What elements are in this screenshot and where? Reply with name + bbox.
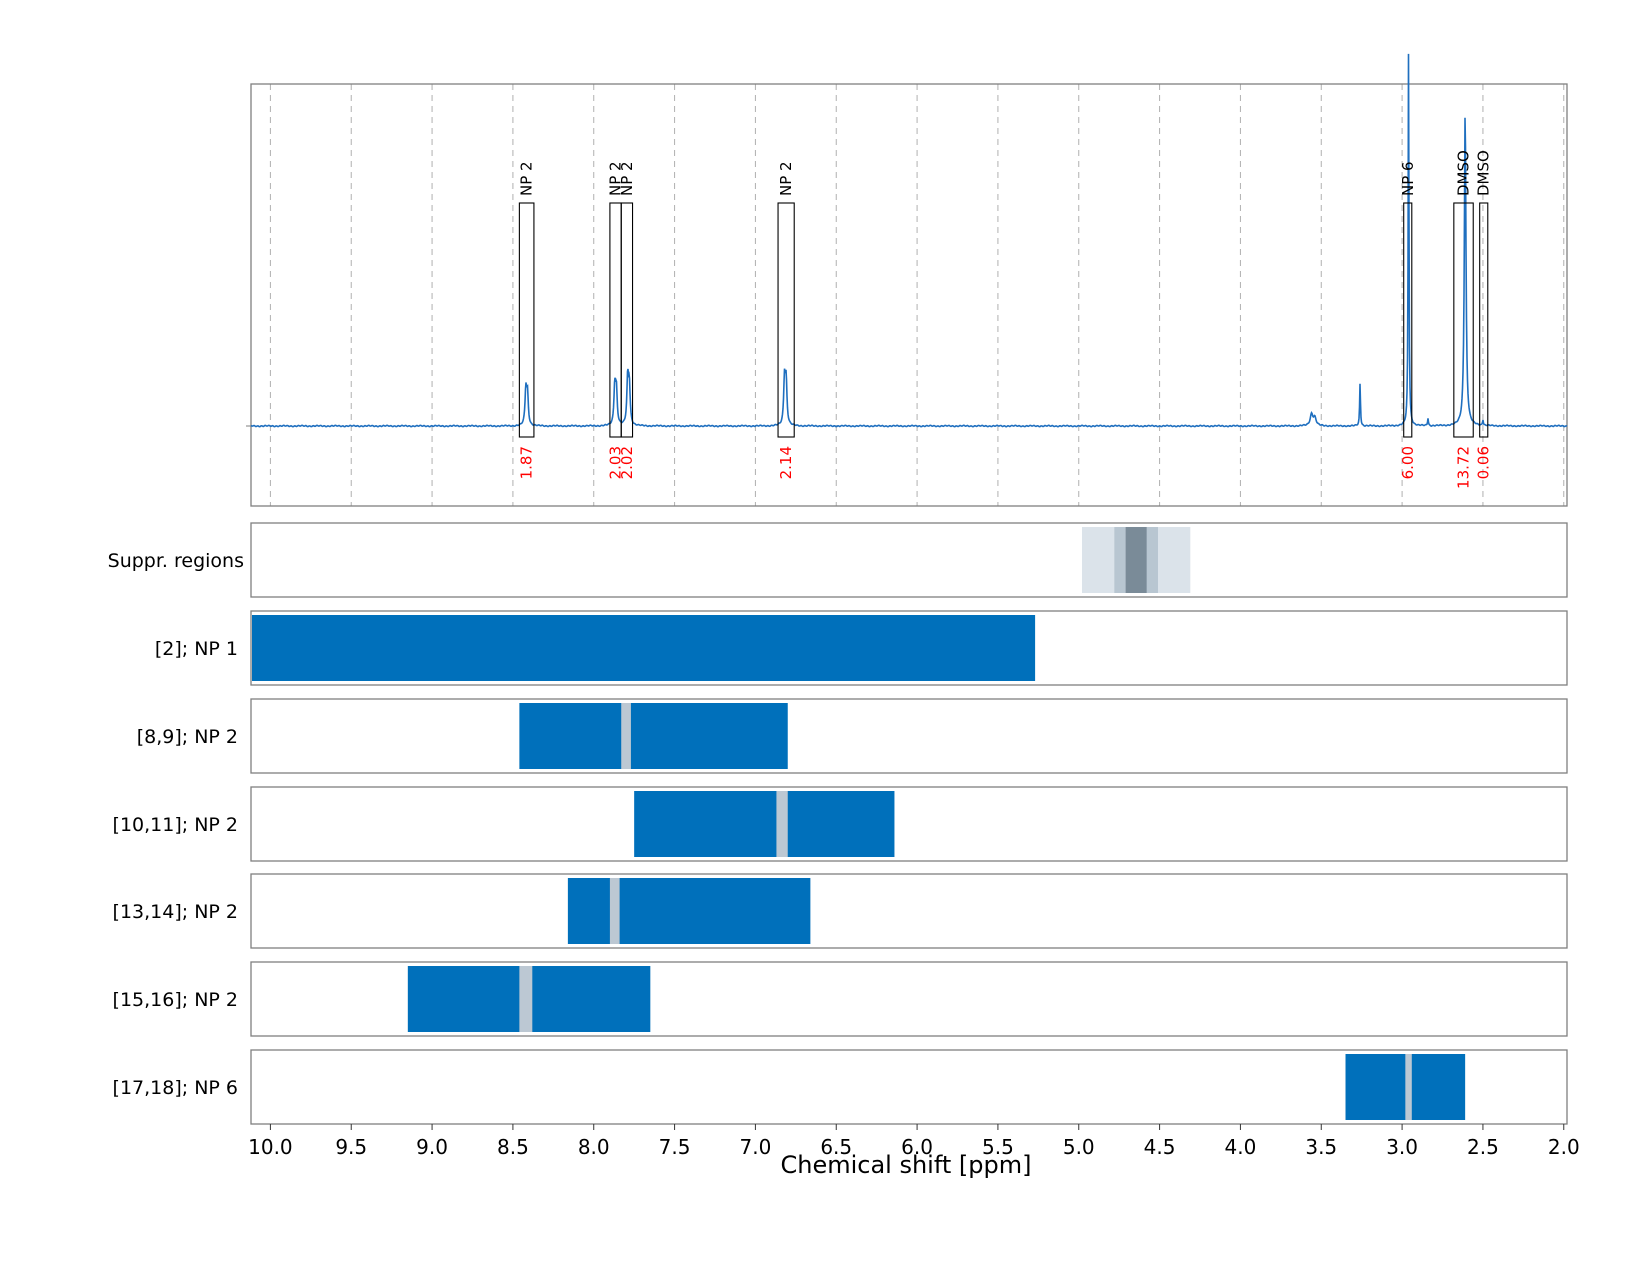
x-axis: 10.0 9.5 9.0 8.5 8.0 7.5 7.0 6.5 6.0 5.5 5.0 4.5 4.0… <box>248 1124 1580 1159</box>
region-bar <box>519 703 788 769</box>
region-bar <box>634 791 895 857</box>
region-row-frame <box>250 873 1568 949</box>
peak-box <box>609 202 622 438</box>
peak-box <box>620 202 634 438</box>
integral-label: 2.03 <box>607 446 625 479</box>
x-tick-label: 8.0 <box>578 1135 610 1159</box>
integral-label: 2.14 <box>777 446 795 479</box>
x-tick-label: 6.0 <box>901 1135 933 1159</box>
x-tick-label: 9.0 <box>416 1135 448 1159</box>
integral-label: 6.00 <box>1399 446 1417 479</box>
region-bar <box>567 878 811 944</box>
x-tick-label: 3.0 <box>1386 1135 1418 1159</box>
spectrum-frame <box>250 83 1568 507</box>
peak-box <box>777 202 795 438</box>
x-tick-label: 3.5 <box>1305 1135 1337 1159</box>
x-axis-title: Chemical shift [ppm] <box>780 1151 1031 1179</box>
region-gap <box>1405 1054 1412 1120</box>
peak-box <box>1479 202 1489 438</box>
x-tick-label: 5.0 <box>1063 1135 1095 1159</box>
region-row: [15,16]; NP 2 <box>113 961 1568 1037</box>
peak-label: NP 2 <box>777 161 795 196</box>
x-tick-label: 10.0 <box>248 1135 293 1159</box>
region-row-frame <box>250 786 1568 862</box>
region-row-label: [13,14]; NP 2 <box>113 901 238 923</box>
region-gap <box>621 703 631 769</box>
integral-label: 13.72 <box>1455 446 1473 489</box>
vertical-gridlines <box>269 84 1565 506</box>
integral-label: 2.02 <box>618 446 636 479</box>
region-row-label: [17,18]; NP 6 <box>113 1077 238 1099</box>
suppr-band <box>1125 527 1147 593</box>
suppr-row-label: Suppr. regions <box>108 550 244 572</box>
region-row-label: [2]; NP 1 <box>155 638 238 660</box>
peak-label: NP 2 <box>607 161 625 196</box>
peak-box <box>1403 202 1413 438</box>
x-tick-label: 9.5 <box>335 1135 367 1159</box>
region-row-label: [10,11]; NP 2 <box>113 814 238 836</box>
x-tick-label: 2.0 <box>1548 1135 1580 1159</box>
peak-label: DMSO <box>1455 150 1473 196</box>
x-tick-label: 6.5 <box>820 1135 852 1159</box>
region-row: [10,11]; NP 2 <box>113 786 1568 862</box>
peak-label: NP 2 <box>618 161 636 196</box>
peak-label: DMSO <box>1475 150 1493 196</box>
x-tick-label: 2.5 <box>1467 1135 1499 1159</box>
spectrum-panel: NP 2 1.87 NP 2 2.03 NP 2 2.02 NP 2 2.14 NP 6 6.00… <box>246 53 1568 507</box>
peak-box <box>1453 202 1474 438</box>
spectrum-line <box>250 53 1568 428</box>
peak-box <box>518 202 535 438</box>
region-row-frame <box>250 698 1568 774</box>
region-rows: [2]; NP 1 [8,9]; NP 2 [10,11]; NP 2 [13,14]… <box>113 610 1568 1125</box>
region-row-label: [8,9]; NP 2 <box>137 726 238 748</box>
suppressed-regions-panel: Suppr. regions <box>108 522 1568 598</box>
region-gap <box>609 878 620 944</box>
region-gap <box>776 791 788 857</box>
x-tick-label: 7.0 <box>740 1135 772 1159</box>
integral-label: 0.06 <box>1475 446 1493 479</box>
region-row: [2]; NP 1 <box>155 610 1568 686</box>
region-gap <box>519 966 533 1032</box>
integral-label: 1.87 <box>518 446 536 479</box>
region-row-label: [15,16]; NP 2 <box>113 989 238 1011</box>
region-row: [17,18]; NP 6 <box>113 1049 1568 1125</box>
peak-label: NP 2 <box>518 161 536 196</box>
x-tick-label: 4.0 <box>1225 1135 1257 1159</box>
region-row: [8,9]; NP 2 <box>137 698 1568 774</box>
x-tick-label: 7.5 <box>659 1135 691 1159</box>
x-tick-label: 8.5 <box>497 1135 529 1159</box>
suppr-frame <box>250 522 1568 598</box>
x-tick-label: 5.5 <box>982 1135 1014 1159</box>
peak-label: NP 6 <box>1399 161 1417 196</box>
region-bar <box>252 615 1036 681</box>
region-row: [13,14]; NP 2 <box>113 873 1568 949</box>
x-tick-label: 4.5 <box>1144 1135 1176 1159</box>
